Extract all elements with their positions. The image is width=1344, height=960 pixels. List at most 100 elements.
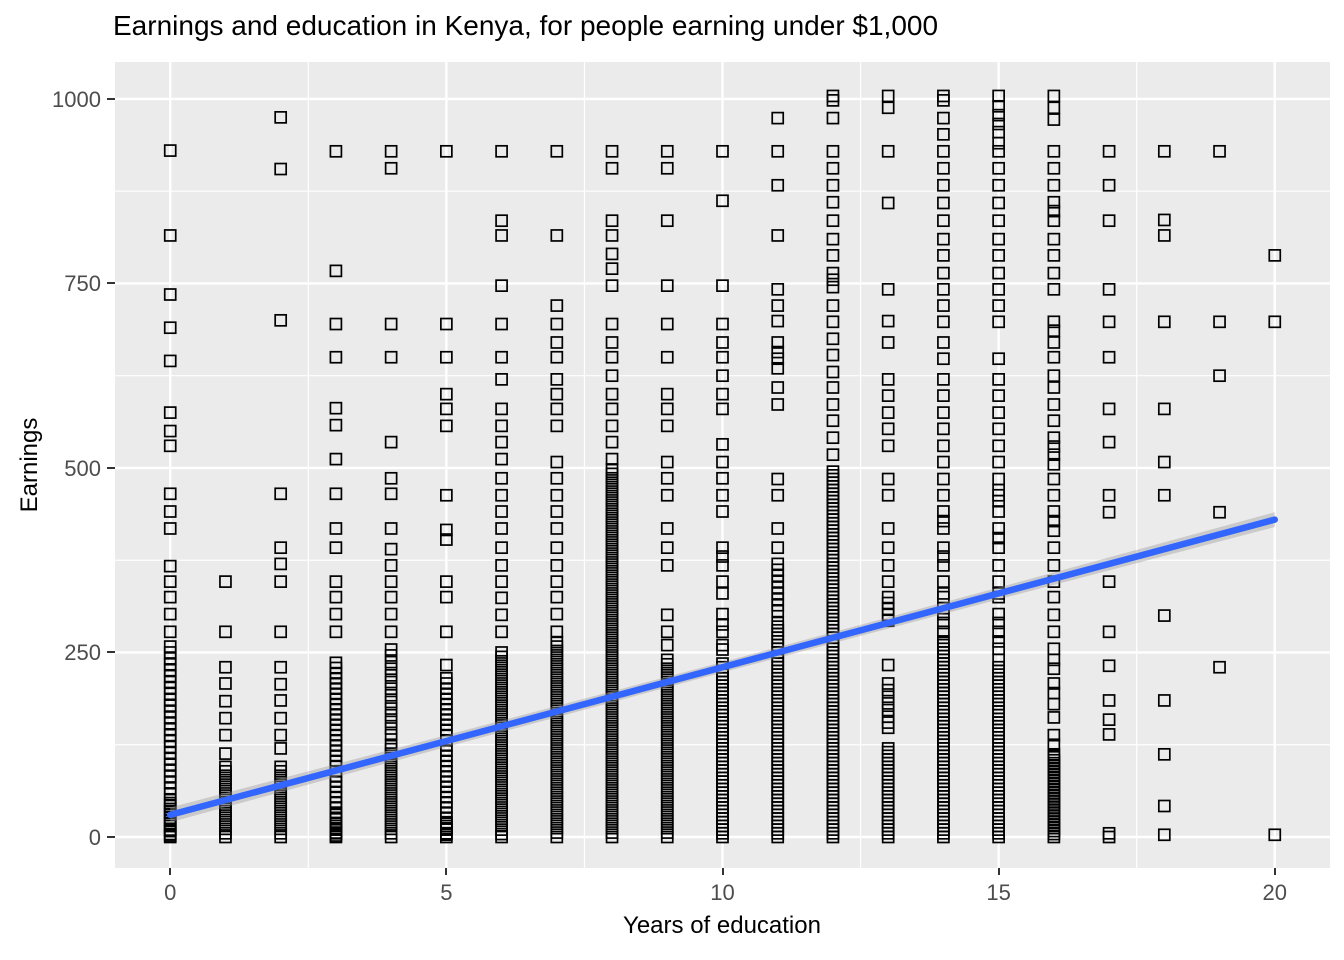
data-point — [605, 350, 619, 364]
data-point — [1213, 315, 1226, 329]
data-point — [826, 249, 840, 262]
data-point — [937, 767, 950, 781]
data-point — [937, 625, 950, 639]
x-axis-title: Years of education — [623, 912, 821, 939]
data-point — [992, 352, 1005, 366]
data-point — [992, 541, 1005, 555]
data-point — [881, 756, 895, 770]
data-point — [881, 196, 895, 210]
data-point — [550, 471, 564, 485]
data-point — [826, 564, 840, 578]
data-point — [937, 716, 950, 729]
data-point — [384, 161, 398, 175]
data-point — [937, 727, 950, 741]
data-point — [384, 655, 398, 669]
data-point — [826, 690, 840, 704]
data-point — [716, 437, 729, 451]
data-point — [384, 487, 398, 501]
data-point — [826, 657, 840, 670]
data-point — [329, 590, 343, 604]
data-point — [937, 352, 950, 366]
data-point — [826, 315, 840, 329]
data-point — [660, 350, 674, 364]
x-tick-label: 20 — [1262, 880, 1287, 905]
data-point — [771, 627, 785, 641]
data-point — [660, 161, 674, 175]
data-point — [1047, 214, 1061, 228]
data-point — [826, 815, 840, 829]
data-point — [1102, 830, 1116, 844]
data-point — [937, 616, 950, 630]
data-point — [771, 745, 785, 759]
data-point — [1047, 249, 1061, 262]
data-point — [992, 625, 1005, 639]
data-point — [992, 99, 1005, 113]
data-point — [771, 775, 785, 788]
data-point — [384, 144, 398, 158]
x-tick-label: 15 — [986, 880, 1011, 905]
data-point — [1047, 677, 1061, 690]
data-point — [329, 401, 343, 415]
data-point — [1047, 830, 1061, 844]
data-point — [771, 815, 785, 829]
data-point — [384, 682, 398, 695]
data-point — [937, 801, 950, 814]
data-point — [826, 701, 840, 715]
data-point — [440, 317, 453, 331]
data-point — [826, 594, 840, 608]
data-point — [716, 350, 729, 364]
data-point — [660, 830, 674, 844]
data-point — [1047, 472, 1061, 486]
data-point — [881, 767, 895, 781]
data-point — [384, 607, 398, 621]
data-point — [1047, 590, 1061, 604]
data-point — [826, 719, 840, 733]
data-point — [771, 671, 785, 685]
data-point — [937, 161, 950, 175]
scatter-plot-canvas — [115, 62, 1330, 868]
data-point — [163, 288, 177, 301]
data-point — [1047, 178, 1061, 192]
data-point — [163, 144, 177, 157]
data-point — [274, 830, 288, 844]
data-point — [826, 767, 840, 781]
data-point — [1047, 398, 1061, 411]
data-point — [495, 541, 508, 555]
data-point — [274, 111, 288, 124]
data-point — [771, 727, 785, 741]
data-point — [937, 675, 950, 689]
data-point — [826, 513, 840, 526]
data-point — [771, 522, 785, 535]
data-point — [163, 625, 177, 639]
data-point — [826, 671, 840, 685]
data-point — [826, 771, 840, 785]
data-point — [881, 282, 895, 296]
data-point — [1047, 282, 1061, 296]
data-point — [937, 686, 950, 700]
data-point — [881, 793, 895, 807]
data-point — [550, 522, 564, 535]
data-point — [495, 471, 508, 485]
data-point — [771, 756, 785, 770]
data-point — [1213, 144, 1226, 158]
data-point — [881, 808, 895, 822]
data-point — [771, 660, 785, 674]
data-point — [826, 561, 840, 574]
y-tick-label: 250 — [64, 640, 101, 666]
data-point — [937, 749, 950, 763]
data-point — [771, 767, 785, 781]
data-point — [716, 369, 729, 383]
data-point — [1047, 113, 1061, 126]
data-point — [881, 782, 895, 796]
data-point — [937, 266, 950, 280]
x-tick-label: 0 — [164, 880, 177, 905]
data-point — [771, 731, 785, 744]
data-point — [826, 572, 840, 586]
data-point — [826, 716, 840, 729]
data-point — [384, 675, 398, 689]
x-tick-label: 5 — [440, 880, 453, 905]
data-point — [771, 345, 785, 359]
data-point — [1047, 711, 1061, 724]
data-point — [495, 419, 508, 433]
data-point — [274, 694, 288, 707]
